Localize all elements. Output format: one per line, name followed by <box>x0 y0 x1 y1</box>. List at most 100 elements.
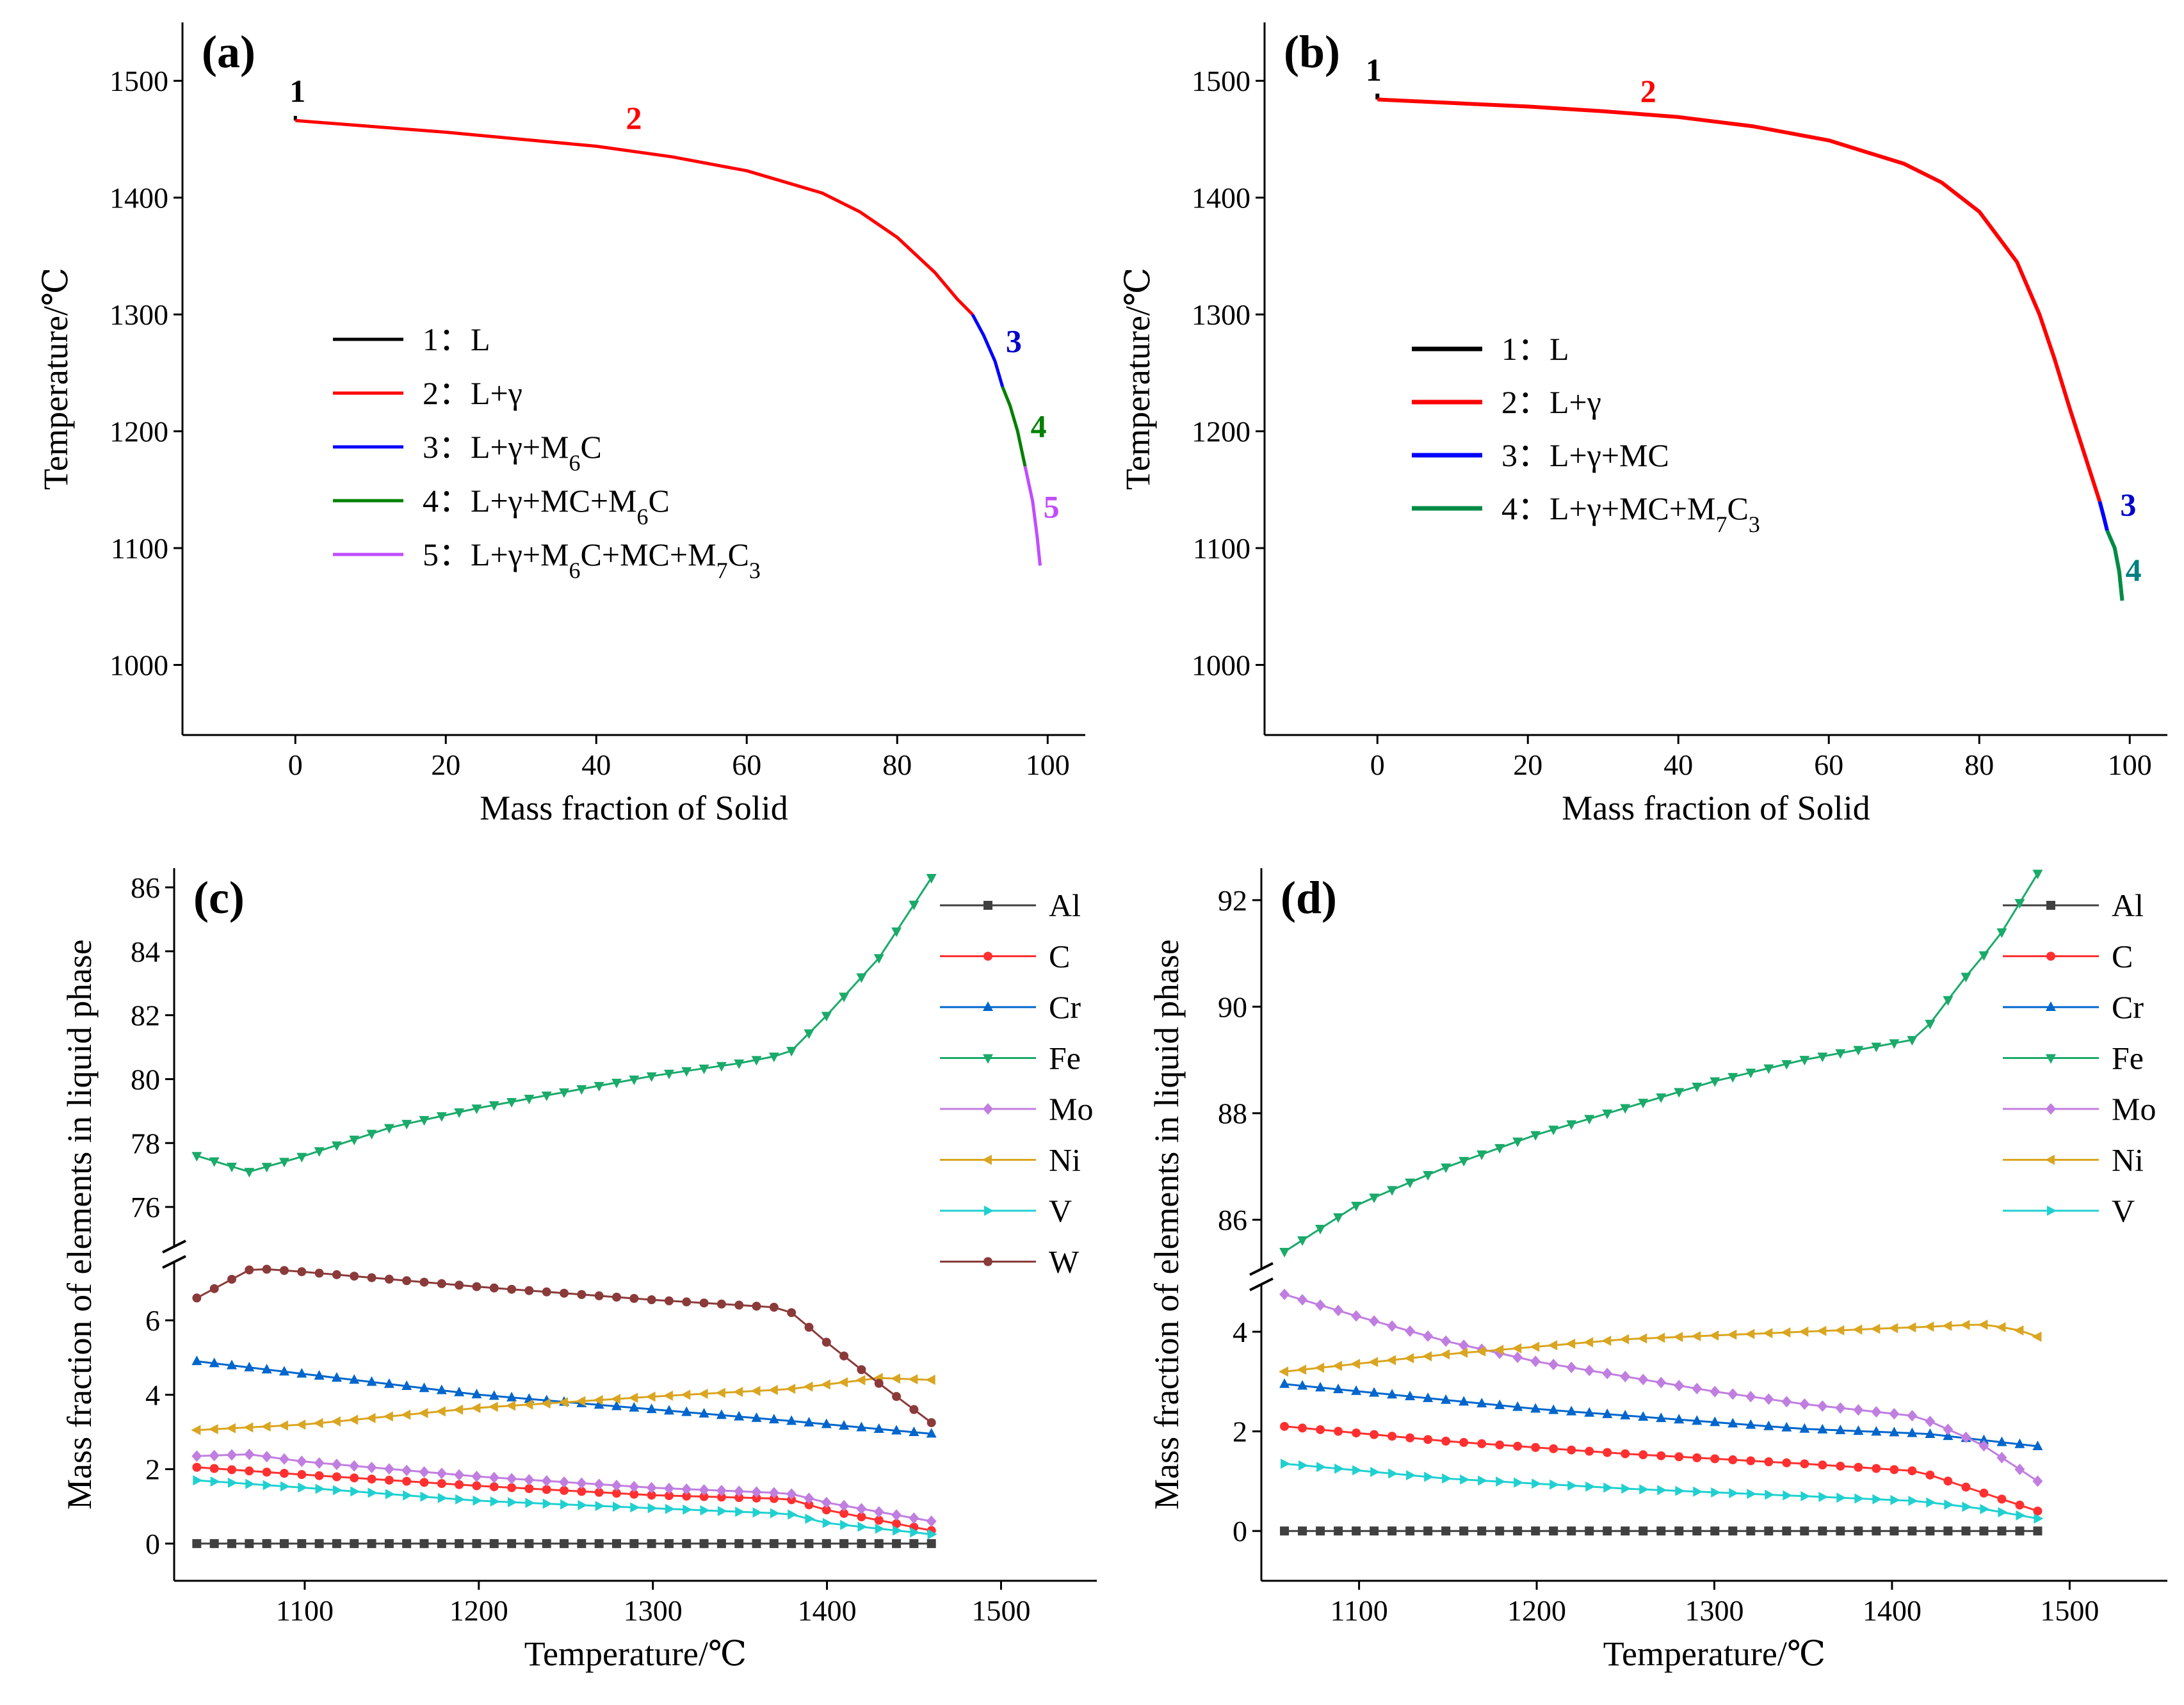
data-point <box>350 1473 359 1483</box>
data-point <box>1351 1202 1362 1212</box>
data-point <box>734 1493 744 1503</box>
data-point <box>419 1277 429 1287</box>
legend-label: 1：L <box>423 321 490 357</box>
data-point <box>454 1108 465 1119</box>
data-point <box>1459 1526 1469 1536</box>
data-point <box>403 1490 413 1501</box>
data-point <box>1747 1489 1757 1499</box>
x-tick-label: 0 <box>1370 748 1385 781</box>
data-point <box>1549 1526 1558 1536</box>
data-point <box>1512 1351 1523 1363</box>
legend-label: 4：L+γ+MC+M6C <box>423 483 670 529</box>
data-point <box>1943 1526 1953 1536</box>
data-point <box>1943 996 1953 1006</box>
data-point <box>1512 1137 1523 1147</box>
data-point <box>821 1496 832 1508</box>
data-point <box>1871 1406 1882 1418</box>
data-point <box>1763 1420 1774 1430</box>
data-point <box>1872 1526 1881 1536</box>
data-point <box>576 1477 587 1489</box>
data-point <box>560 1485 569 1495</box>
data-point <box>366 1461 377 1473</box>
data-point <box>1513 1526 1523 1536</box>
data-point <box>645 1391 656 1402</box>
data-point <box>209 1450 220 1462</box>
legend-label: 1：L <box>1501 331 1569 367</box>
series-markers-fe <box>1279 869 2043 1258</box>
data-point <box>1584 1364 1595 1377</box>
data-point <box>1943 1423 1953 1435</box>
data-point <box>1567 1526 1576 1536</box>
data-point <box>244 1168 255 1178</box>
data-point <box>1799 1423 1810 1433</box>
data-point <box>1998 1507 2008 1517</box>
legend-label: Mo <box>2112 1091 2156 1127</box>
data-point <box>647 1295 656 1305</box>
data-point <box>1332 1361 1343 1371</box>
data-point <box>2032 1440 2043 1450</box>
data-point <box>1853 1425 1864 1435</box>
data-point <box>1281 1459 1291 1469</box>
data-point <box>1350 1359 1361 1370</box>
data-point <box>628 1393 638 1403</box>
data-point <box>1925 1526 1935 1536</box>
region-label: 5 <box>1044 489 1060 525</box>
data-point <box>1996 1451 2007 1464</box>
data-point <box>1853 1404 1864 1416</box>
data-point <box>1334 1426 1343 1436</box>
data-point <box>664 1491 674 1501</box>
data-point <box>245 1466 254 1476</box>
y-tick-label: 86 <box>1218 1204 1247 1236</box>
axis-break-marks <box>1249 1262 1274 1291</box>
data-point <box>1889 1465 1899 1475</box>
data-point <box>820 1379 830 1390</box>
data-point <box>191 1425 201 1435</box>
data-point <box>1423 1330 1434 1342</box>
data-point <box>1333 1304 1344 1316</box>
x-tick-label: 1300 <box>624 1594 683 1627</box>
data-point <box>1960 1320 1970 1330</box>
legend-text-part: 3：L+γ+ <box>423 429 540 465</box>
x-tick-label: 1500 <box>2040 1594 2099 1627</box>
data-point <box>2032 869 2043 880</box>
x-tick-label: 20 <box>1513 748 1542 781</box>
data-point <box>611 1400 622 1410</box>
data-point <box>402 1476 412 1486</box>
data-point <box>1388 1468 1398 1479</box>
data-point <box>751 1412 762 1422</box>
data-point <box>983 1001 993 1011</box>
series-markers-ni <box>1279 1320 2042 1377</box>
data-point <box>1925 1428 1936 1438</box>
data-point <box>192 1462 202 1472</box>
data-point <box>1316 1425 1325 1434</box>
data-point <box>437 1479 446 1489</box>
data-point <box>1692 1526 1702 1536</box>
data-point <box>787 1308 797 1318</box>
data-point <box>1763 1328 1773 1339</box>
data-point <box>1316 1462 1327 1473</box>
data-point <box>1656 1093 1667 1103</box>
data-point <box>1298 1423 1307 1433</box>
data-point <box>1621 1526 1630 1536</box>
data-point <box>1871 1042 1882 1053</box>
chart-panel-b: 0 20 40 60 80 100 1000 1100 1200 1300 1400 1500 Mass… <box>1119 22 2167 827</box>
legend-subscript: 6 <box>569 450 581 476</box>
y-tick-label: 4 <box>1233 1316 1247 1348</box>
data-point <box>716 1062 727 1072</box>
data-point <box>1405 1391 1416 1401</box>
data-point <box>2032 1331 2042 1342</box>
x-tick-label: 1200 <box>1507 1594 1566 1627</box>
data-point <box>1460 1474 1470 1485</box>
data-point <box>699 1492 709 1501</box>
data-point <box>2046 1103 2056 1115</box>
x-tick-label: 60 <box>732 748 761 781</box>
data-point <box>1476 1150 1487 1160</box>
region-label: 1 <box>1366 52 1382 88</box>
data-point <box>297 1539 307 1548</box>
data-point <box>1888 1323 1898 1334</box>
y-tick-label: 84 <box>131 935 160 968</box>
data-point <box>209 1357 220 1368</box>
data-point <box>611 1489 621 1498</box>
data-point <box>803 1381 813 1392</box>
data-point <box>1496 1476 1506 1487</box>
